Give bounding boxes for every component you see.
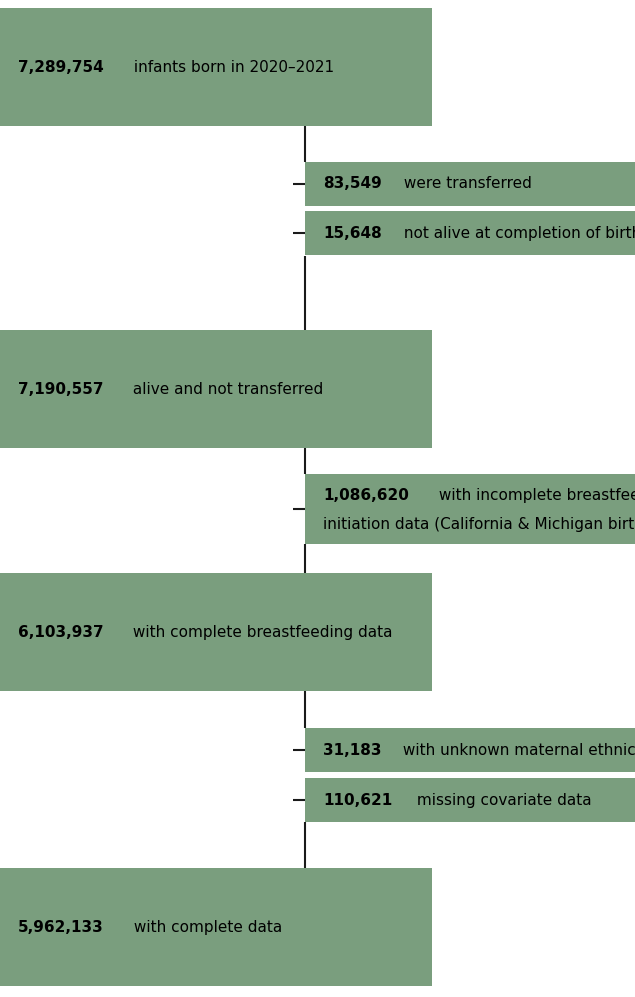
Text: not alive at completion of birth certificate: not alive at completion of birth certifi… xyxy=(399,225,635,240)
Text: 5,962,133: 5,962,133 xyxy=(18,919,104,934)
Text: with complete breastfeeding data: with complete breastfeeding data xyxy=(128,624,393,639)
Text: infants born in 2020–2021: infants born in 2020–2021 xyxy=(129,60,334,75)
Text: 110,621: 110,621 xyxy=(323,793,392,808)
Text: 83,549: 83,549 xyxy=(323,176,382,191)
FancyBboxPatch shape xyxy=(0,330,432,448)
Text: 7,190,557: 7,190,557 xyxy=(18,382,104,397)
Text: 1,086,620: 1,086,620 xyxy=(323,488,409,502)
FancyBboxPatch shape xyxy=(305,162,635,206)
FancyBboxPatch shape xyxy=(305,728,635,772)
Text: 6,103,937: 6,103,937 xyxy=(18,624,104,639)
Text: 7,289,754: 7,289,754 xyxy=(18,60,104,75)
Text: with complete data: with complete data xyxy=(129,919,282,934)
FancyBboxPatch shape xyxy=(305,474,635,544)
Text: were transferred: were transferred xyxy=(399,176,531,191)
FancyBboxPatch shape xyxy=(0,573,432,691)
FancyBboxPatch shape xyxy=(0,8,432,126)
Text: 31,183: 31,183 xyxy=(323,743,382,758)
Text: with unknown maternal ethnicity: with unknown maternal ethnicity xyxy=(399,743,635,758)
Text: 15,648: 15,648 xyxy=(323,225,382,240)
Text: missing covariate data: missing covariate data xyxy=(412,793,592,808)
Text: with incomplete breastfeeding: with incomplete breastfeeding xyxy=(434,488,635,502)
Text: initiation data (California & Michigan births): initiation data (California & Michigan b… xyxy=(323,516,635,532)
FancyBboxPatch shape xyxy=(0,868,432,986)
FancyBboxPatch shape xyxy=(305,211,635,255)
FancyBboxPatch shape xyxy=(305,778,635,822)
Text: alive and not transferred: alive and not transferred xyxy=(128,382,324,397)
